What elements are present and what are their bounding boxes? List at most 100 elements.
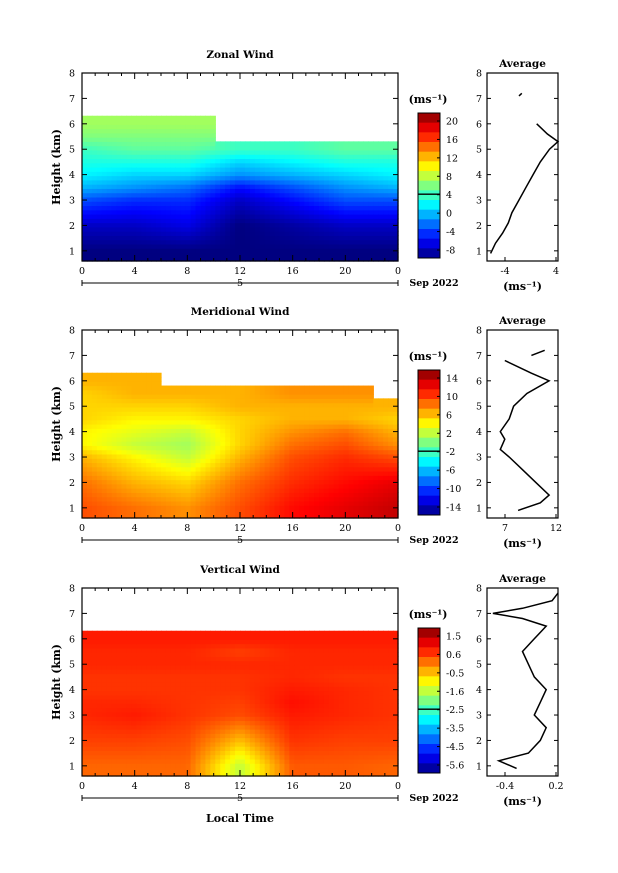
heatmap-cell xyxy=(259,471,266,476)
heatmap-cell xyxy=(106,483,113,489)
heatmap-cell xyxy=(240,483,246,489)
heatmap-cell xyxy=(96,231,103,236)
heatmap-cell xyxy=(195,252,202,258)
heatmap-cell xyxy=(220,196,226,202)
heatmap-cell xyxy=(111,758,118,764)
heatmap-cell xyxy=(101,630,108,636)
heatmap-cell xyxy=(121,406,128,412)
heatmap-cell xyxy=(215,475,221,481)
heatmap-cell xyxy=(383,475,389,481)
heatmap-cell xyxy=(383,488,389,493)
heatmap-cell xyxy=(294,218,300,224)
heatmap-cell xyxy=(388,453,394,459)
heatmap-cell xyxy=(131,209,137,215)
heatmap-cell xyxy=(195,406,202,412)
heatmap-cell xyxy=(259,145,266,151)
heatmap-cell xyxy=(121,419,128,425)
heatmap-cell xyxy=(294,201,300,207)
heatmap-cell xyxy=(284,449,290,455)
heatmap-cell xyxy=(254,175,261,181)
heatmap-cell xyxy=(289,505,295,511)
heatmap-cell xyxy=(111,673,118,679)
heatmap-cell xyxy=(323,192,330,198)
heatmap-cell xyxy=(328,479,335,485)
heatmap-cell xyxy=(235,179,241,185)
heatmap-cell xyxy=(190,132,197,138)
heatmap-cell xyxy=(116,394,123,399)
heatmap-cell xyxy=(82,381,88,387)
heatmap-cell xyxy=(82,729,88,734)
heatmap-cell xyxy=(91,647,98,653)
heatmap-cell xyxy=(363,394,369,399)
heatmap-cell xyxy=(91,231,98,236)
heatmap-cell xyxy=(170,462,177,468)
colorbar-band xyxy=(418,486,440,497)
heatmap-cell xyxy=(323,462,330,468)
heatmap-cell xyxy=(116,639,123,645)
heatmap-cell xyxy=(151,505,157,511)
heatmap-cell xyxy=(348,141,355,147)
heatmap-cell xyxy=(240,205,246,211)
heatmap-cell xyxy=(126,171,132,177)
heatmap-cell xyxy=(91,630,98,636)
heatmap-cell xyxy=(338,141,345,147)
heatmap-cell xyxy=(165,248,172,254)
heatmap-cell xyxy=(146,184,152,189)
heatmap-cell xyxy=(121,441,128,446)
heatmap-cell xyxy=(161,505,167,511)
heatmap-cell xyxy=(383,466,389,472)
heatmap-cell xyxy=(353,141,360,147)
heatmap-cell xyxy=(165,243,172,249)
heatmap-cell xyxy=(338,394,345,399)
heatmap-cell xyxy=(274,428,281,434)
heatmap-cell xyxy=(244,441,251,446)
heatmap-cell xyxy=(165,737,172,743)
heatmap-cell xyxy=(82,724,88,730)
heatmap-cell xyxy=(289,475,295,481)
heatmap-cell xyxy=(279,432,286,438)
heatmap-cell xyxy=(333,235,340,241)
heatmap-cell xyxy=(309,239,315,245)
heatmap-cell xyxy=(338,188,345,194)
heatmap-cell xyxy=(299,231,305,236)
heatmap-cell xyxy=(333,428,340,434)
heatmap-cell xyxy=(230,492,236,498)
heatmap-cell xyxy=(86,171,93,177)
heatmap-cell xyxy=(269,167,276,172)
heatmap-cell xyxy=(170,513,177,519)
heatmap-cell xyxy=(151,771,157,777)
heatmap-cell xyxy=(378,445,384,451)
heatmap-cell xyxy=(96,214,103,219)
heatmap-cell xyxy=(289,248,295,254)
heatmap-cell xyxy=(180,171,187,177)
heatmap-cell xyxy=(86,750,93,756)
heatmap-cell xyxy=(338,449,345,455)
heatmap-cell xyxy=(161,488,167,493)
heatmap-cell xyxy=(309,162,315,168)
heatmap-cell xyxy=(161,149,167,155)
heatmap-cell xyxy=(358,218,365,224)
heatmap-cell xyxy=(225,205,231,211)
colorbar-band xyxy=(418,466,440,477)
heatmap-cell xyxy=(106,741,113,747)
heatmap-cell xyxy=(299,188,305,194)
heatmap-cell xyxy=(259,513,266,519)
heatmap-cell xyxy=(165,141,172,147)
heatmap-cell xyxy=(378,462,384,468)
heatmap-cell xyxy=(126,226,132,232)
avg-x-tick-label: 12 xyxy=(550,523,562,534)
heatmap-cell xyxy=(240,419,246,425)
heatmap-cell xyxy=(353,175,360,181)
heatmap-cell xyxy=(348,406,355,412)
heatmap-cell xyxy=(393,411,399,417)
heatmap-cell xyxy=(111,128,118,134)
heatmap-cell xyxy=(131,630,137,636)
heatmap-cell xyxy=(195,201,202,207)
heatmap-cell xyxy=(368,445,374,451)
heatmap-cell xyxy=(96,509,103,515)
heatmap-cell xyxy=(279,214,286,219)
heatmap-cell xyxy=(111,458,118,464)
heatmap-cell xyxy=(289,436,295,442)
heatmap-cell xyxy=(314,411,320,417)
heatmap-cell xyxy=(101,466,108,472)
